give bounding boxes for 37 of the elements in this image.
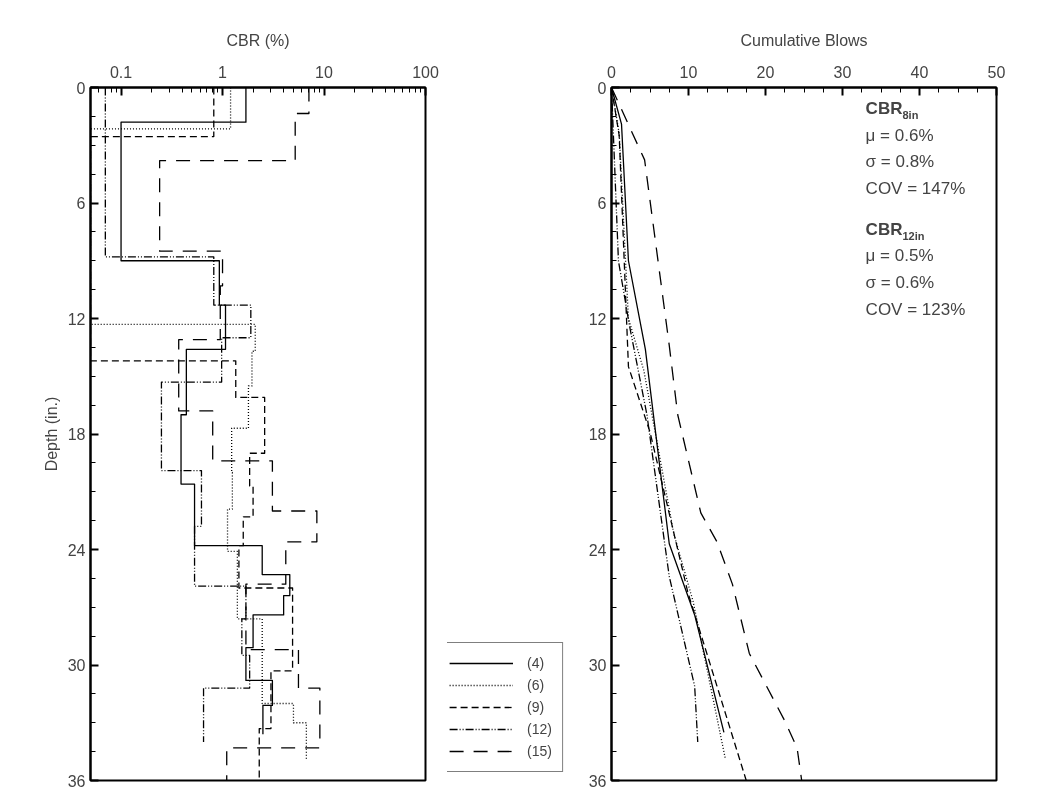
legend-label: (15) (527, 743, 552, 759)
x-axis-title: CBR (%) (226, 31, 290, 49)
x-tick-label: 0.1 (109, 63, 133, 81)
y-tick-label: 30 (67, 657, 86, 674)
y-tick-label: 18 (67, 426, 86, 443)
x-tick-label: 10 (679, 63, 698, 81)
x-tick-label: 40 (910, 63, 929, 81)
y-tick-label: 24 (588, 541, 607, 559)
annotation: COV = 147% (865, 178, 966, 198)
y-axis-title: Depth (in.) (42, 396, 60, 472)
x-tick-label: 30 (833, 63, 852, 81)
y-tick-label: 0 (76, 79, 86, 97)
y-tick-label: 24 (67, 541, 86, 559)
x-tick-label: 10 (315, 63, 334, 81)
annotation: σ = 0.6% (865, 273, 935, 293)
y-tick-label: 36 (588, 772, 607, 790)
annotation: μ = 0.6% (865, 125, 934, 145)
legend-label: (12) (527, 721, 552, 737)
legend-label: (6) (527, 677, 546, 693)
annotation: μ = 0.5% (865, 246, 934, 266)
y-tick-label: 6 (597, 195, 607, 212)
y-tick-label: 18 (588, 426, 607, 443)
legend-label: (9) (527, 699, 546, 715)
annotation: σ = 0.8% (865, 152, 935, 172)
y-tick-label: 0 (597, 79, 607, 97)
x-tick-label: 20 (756, 63, 775, 81)
x-tick-label: 100 (412, 63, 439, 81)
x-axis-title: Cumulative Blows (740, 31, 868, 49)
x-tick-label: 50 (987, 63, 1006, 81)
x-tick-label: 1 (218, 63, 228, 81)
annotation: COV = 123% (865, 299, 966, 319)
y-tick-label: 12 (67, 310, 86, 328)
y-tick-label: 6 (76, 195, 86, 212)
legend-label: (4) (527, 655, 546, 671)
y-tick-label: 30 (588, 657, 607, 674)
y-tick-label: 36 (67, 772, 86, 790)
y-tick-label: 12 (588, 310, 607, 328)
